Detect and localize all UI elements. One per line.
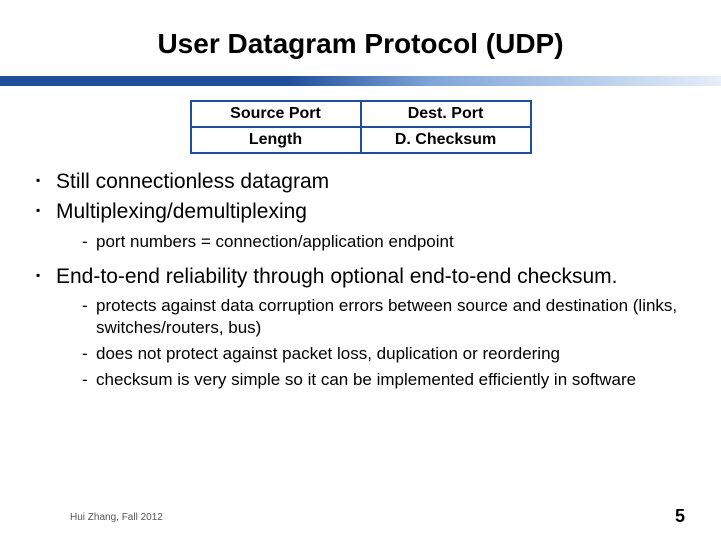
page-number: 5 <box>675 506 685 527</box>
slide: User Datagram Protocol (UDP) Source Port… <box>0 0 721 541</box>
table-row: Length D. Checksum <box>191 127 531 153</box>
bullet-item: End-to-end reliability through optional … <box>36 263 693 291</box>
bullet-item: Still connectionless datagram <box>36 168 693 196</box>
cell-dest-port: Dest. Port <box>361 101 531 127</box>
sub-bullet-item: port numbers = connection/application en… <box>82 231 693 253</box>
main-bullet-list: End-to-end reliability through optional … <box>28 263 693 291</box>
sub-bullet-item: does not protect against packet loss, du… <box>82 343 693 365</box>
cell-length: Length <box>191 127 361 153</box>
udp-header-table: Source Port Dest. Port Length D. Checksu… <box>190 100 532 154</box>
slide-title: User Datagram Protocol (UDP) <box>0 28 721 70</box>
sub-bullet-list: port numbers = connection/application en… <box>28 231 693 253</box>
cell-source-port: Source Port <box>191 101 361 127</box>
gradient-rule <box>0 76 721 86</box>
cell-checksum: D. Checksum <box>361 127 531 153</box>
title-rule <box>0 76 721 86</box>
footer-author: Hui Zhang, Fall 2012 <box>70 512 163 523</box>
bullet-item: Multiplexing/demultiplexing <box>36 198 693 226</box>
content-area: Still connectionless datagram Multiplexi… <box>0 168 721 392</box>
main-bullet-list: Still connectionless datagram Multiplexi… <box>28 168 693 227</box>
sub-bullet-list: protects against data corruption errors … <box>28 295 693 391</box>
sub-bullet-item: protects against data corruption errors … <box>82 295 693 339</box>
sub-bullet-item: checksum is very simple so it can be imp… <box>82 369 693 391</box>
table-row: Source Port Dest. Port <box>191 101 531 127</box>
